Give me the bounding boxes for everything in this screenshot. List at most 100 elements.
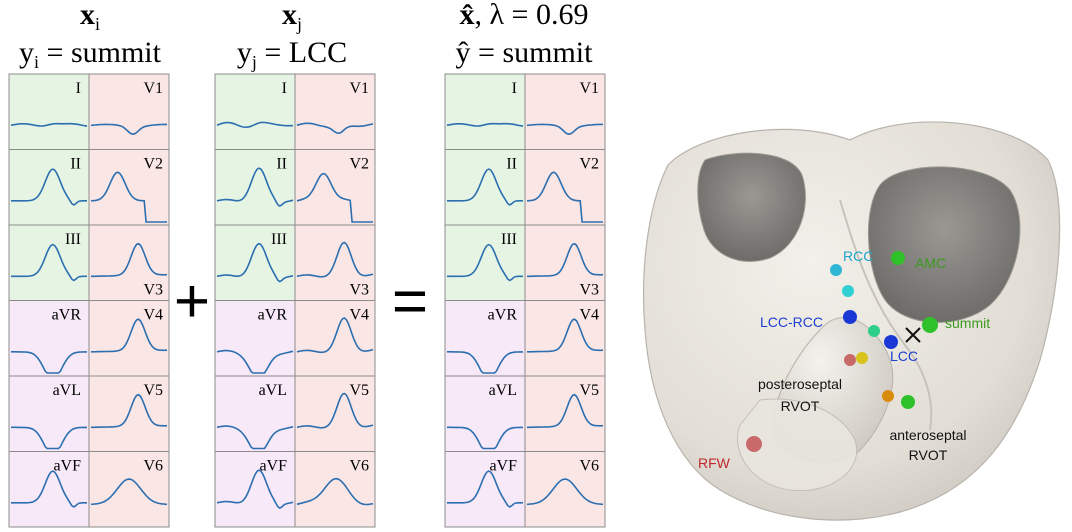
panel-label: yj = LCC	[237, 36, 347, 72]
ecg-trace-V3	[296, 241, 374, 278]
label-anteroseptal-1: anteroseptal	[889, 427, 966, 443]
marker-lcc-rcc	[843, 310, 857, 324]
lead-label-II: II	[506, 156, 517, 173]
label-rfw: RFW	[698, 455, 731, 471]
lead-label-aVR: aVR	[488, 307, 518, 324]
lead-label-aVF: aVF	[53, 458, 81, 475]
lead-cell-III	[214, 224, 296, 301]
lead-cell-aVF	[214, 451, 296, 528]
lead-label-V3: V3	[349, 282, 369, 299]
lead-label-aVL: aVL	[489, 382, 517, 399]
label-lcc-rcc: LCC-RCC	[760, 314, 823, 330]
lead-cell-V1	[524, 73, 606, 150]
ecg-trace-V2	[90, 171, 167, 223]
ecg-trace-I	[446, 122, 524, 127]
lead-label-I: I	[76, 80, 81, 97]
panel-label-value: = summit	[471, 36, 594, 69]
marker-rcc	[830, 264, 842, 276]
lead-label-aVF: aVF	[259, 458, 287, 475]
lead-label-V5: V5	[579, 382, 599, 399]
label-anteroseptal-2: RVOT	[909, 447, 948, 463]
lead-cell-V6	[88, 451, 170, 528]
ecg-trace-V1	[296, 122, 374, 135]
ecg-trace-V5	[296, 392, 374, 429]
ecg-trace-aVR	[11, 351, 87, 374]
left-opening	[697, 152, 806, 262]
marker-lcc	[884, 335, 898, 349]
lead-label-V2: V2	[143, 156, 163, 173]
lead-label-III: III	[271, 231, 287, 248]
panel-title-extra: , λ = 0.69	[475, 0, 589, 31]
panel-label: ŷ = summit	[456, 36, 594, 69]
lead-cell-III	[8, 224, 90, 301]
lead-cell-aVF	[8, 451, 90, 528]
ecg-trace-aVL	[216, 425, 294, 450]
lead-label-I: I	[512, 80, 517, 97]
lead-cell-V6	[524, 451, 606, 528]
panel-label-var: y	[237, 36, 252, 69]
panel-label-subscript: j	[251, 52, 257, 72]
lead-label-V4: V4	[143, 307, 163, 324]
lead-cell-V5	[88, 375, 170, 452]
lead-cell-II	[8, 149, 90, 226]
ecg-trace-V3	[91, 242, 168, 278]
ecg-trace-I	[10, 122, 88, 127]
ecg-trace-V4	[527, 318, 604, 353]
panel-label-var: ŷ	[456, 36, 471, 69]
lead-cell-V2	[88, 149, 170, 226]
lead-label-V5: V5	[143, 382, 163, 399]
lead-label-V1: V1	[143, 80, 163, 97]
ecg-trace-V5	[91, 393, 168, 429]
lead-label-aVR: aVR	[258, 307, 288, 324]
lead-label-aVL: aVL	[53, 382, 81, 399]
ecg-trace-V1	[526, 123, 603, 136]
lead-label-II: II	[276, 156, 287, 173]
lead-cell-V1	[294, 73, 376, 150]
marker-anteroseptal-orange	[882, 390, 894, 402]
lead-label-aVF: aVF	[489, 458, 517, 475]
label-rcc: RCC	[843, 248, 873, 264]
heart-model: RCC AMC LCC-RCC summit LCC posteroseptal…	[642, 121, 1061, 521]
ecg-trace-aVL	[11, 426, 87, 450]
ecg-trace-V5	[527, 393, 604, 429]
label-posteroseptal-1: posteroseptal	[758, 376, 842, 392]
ecg-trace-aVR	[216, 349, 294, 374]
ecg-trace-II	[11, 168, 87, 206]
lead-cell-aVR	[444, 300, 526, 377]
lead-label-III: III	[501, 231, 517, 248]
panel-title: xj	[282, 0, 302, 34]
lead-cell-III	[444, 224, 526, 301]
panel-title: x̂, λ = 0.69	[460, 0, 589, 31]
lead-cell-V6	[294, 451, 376, 528]
ecg-trace-III	[11, 243, 87, 282]
marker-anteroseptal-green	[901, 395, 915, 409]
label-posteroseptal-2: RVOT	[781, 398, 820, 414]
label-summit: summit	[945, 315, 990, 331]
lead-cell-II	[214, 149, 296, 226]
lead-label-V2: V2	[579, 156, 599, 173]
label-amc: AMC	[915, 255, 946, 271]
ecg-trace-aVF	[216, 469, 294, 510]
lead-label-V3: V3	[579, 282, 599, 299]
ecg-trace-V1	[90, 123, 167, 136]
lead-label-V6: V6	[349, 458, 369, 475]
marker-posteroseptal-red	[844, 354, 856, 366]
marker-posteroseptal-yellow	[856, 352, 868, 364]
ecg-trace-aVF	[11, 470, 87, 508]
ecg-trace-aVL	[447, 426, 523, 450]
lead-cell-aVL	[8, 375, 90, 452]
lead-label-V3: V3	[143, 282, 163, 299]
lead-label-V6: V6	[143, 458, 163, 475]
plus-operator: +	[174, 267, 210, 336]
panel-label-subscript: i	[34, 52, 39, 72]
lead-cell-aVR	[214, 300, 296, 377]
ecg-trace-III	[216, 242, 294, 283]
ecg-trace-V6	[90, 478, 168, 506]
panel-title-vector: x	[282, 0, 297, 31]
lead-label-V2: V2	[349, 156, 369, 173]
panel-label-var: y	[19, 36, 34, 69]
right-opening	[867, 166, 1021, 323]
lead-cell-V1	[88, 73, 170, 150]
